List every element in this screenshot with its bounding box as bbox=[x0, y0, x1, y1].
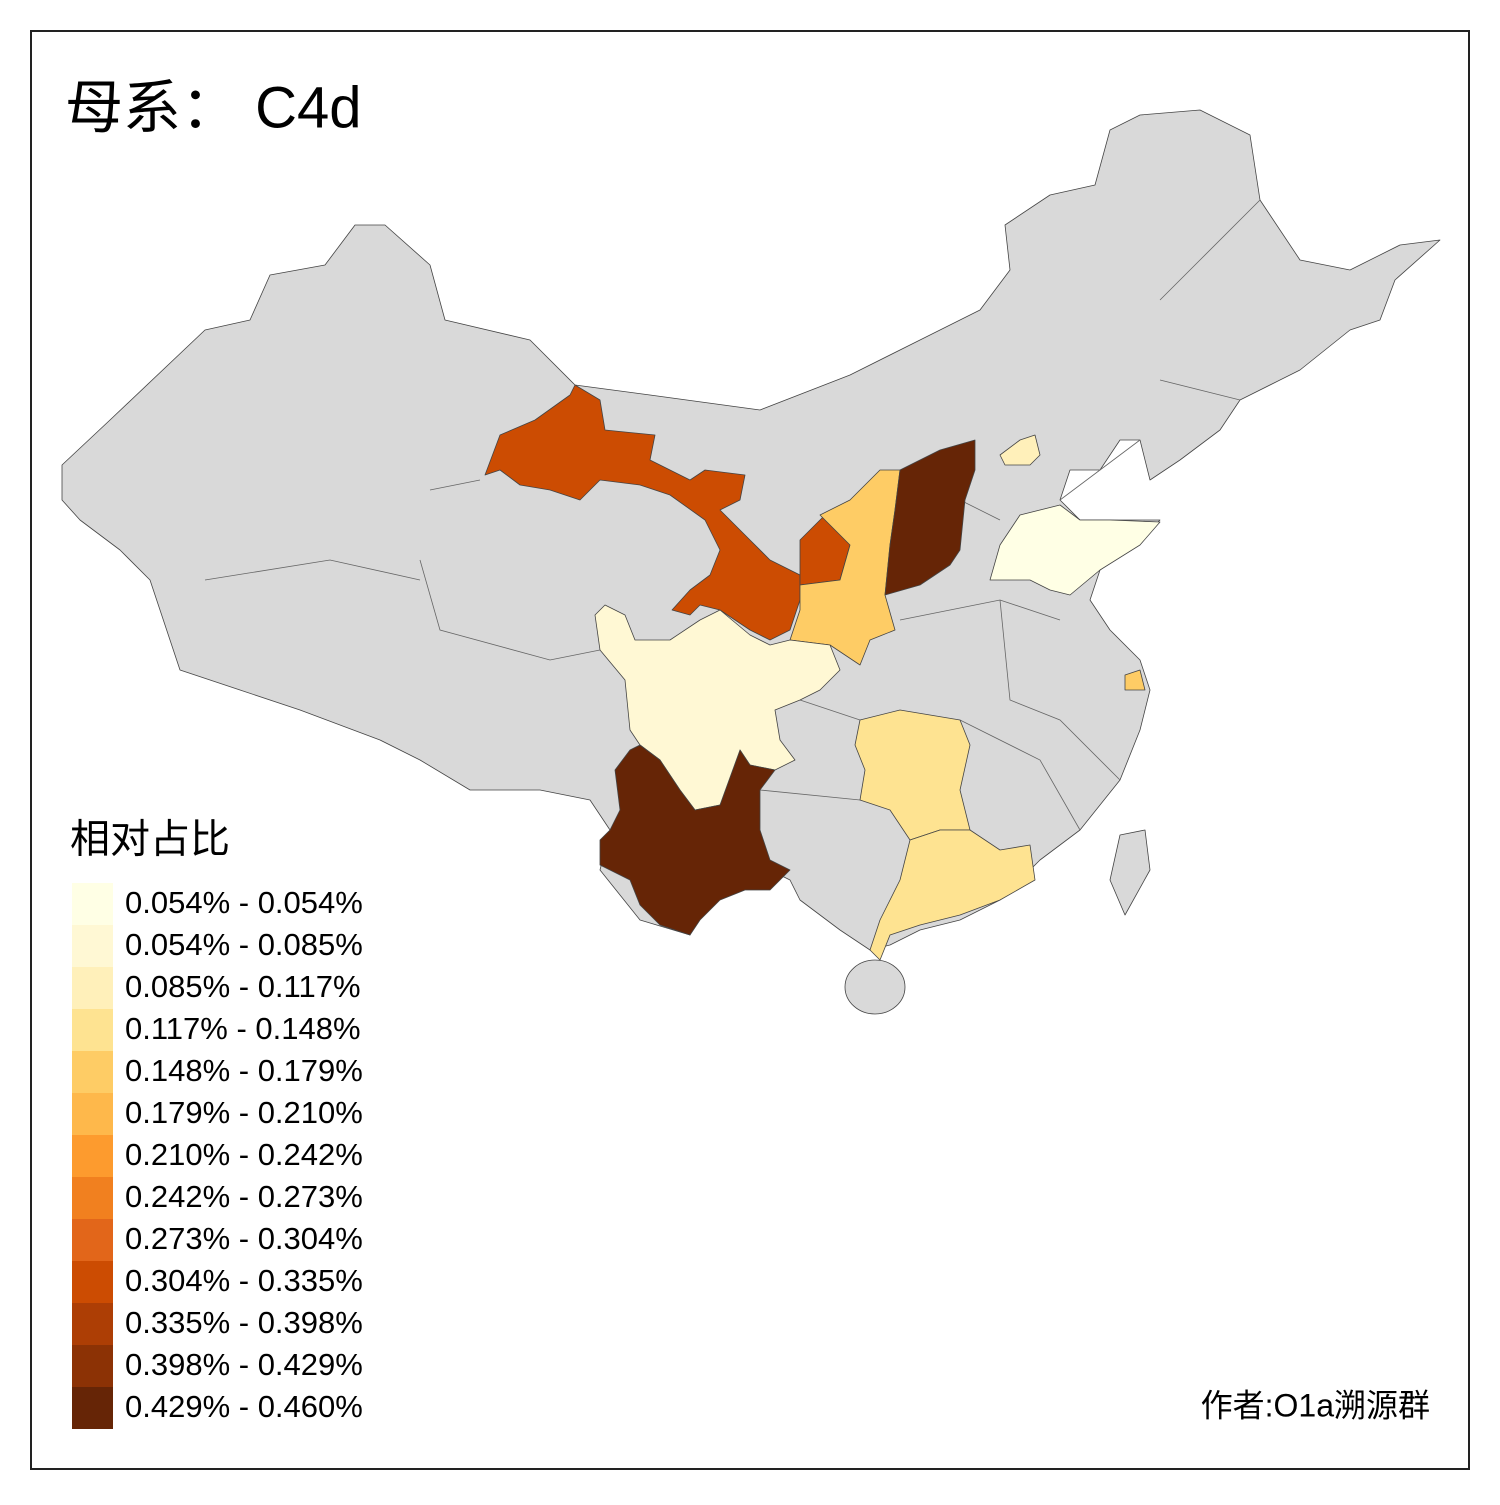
guangdong bbox=[869, 829, 1036, 961]
base-map bbox=[61, 109, 1441, 1015]
beijing bbox=[999, 434, 1041, 466]
frame bbox=[30, 30, 1470, 1470]
hainan bbox=[844, 959, 906, 1015]
legend-label: 0.429% - 0.460% bbox=[125, 1389, 363, 1424]
shanghai bbox=[1124, 669, 1146, 691]
legend-swatch bbox=[72, 1135, 113, 1177]
shaanxi bbox=[789, 469, 901, 666]
legend-swatch bbox=[72, 1261, 113, 1303]
country-outline bbox=[61, 109, 1441, 951]
taiwan bbox=[1109, 829, 1151, 916]
legend-title: 相对占比 bbox=[70, 818, 230, 862]
legend-label: 0.054% - 0.085% bbox=[125, 927, 363, 962]
legend-swatch bbox=[72, 1177, 113, 1219]
shandong bbox=[989, 504, 1161, 596]
legend-swatch bbox=[72, 1387, 113, 1429]
legend-label: 0.273% - 0.304% bbox=[125, 1221, 363, 1256]
legend-swatch bbox=[72, 1093, 113, 1135]
legend-label: 0.179% - 0.210% bbox=[125, 1095, 363, 1130]
legend-swatch bbox=[72, 1303, 113, 1345]
legend-swatch bbox=[72, 925, 113, 967]
legend-swatch bbox=[72, 1219, 113, 1261]
legend: 0.054% - 0.054% 0.054% - 0.085% 0.085% - 0… bbox=[72, 883, 363, 1429]
legend-label: 0.335% - 0.398% bbox=[125, 1305, 363, 1340]
legend-label: 0.398% - 0.429% bbox=[125, 1347, 363, 1382]
legend-label: 0.117% - 0.148% bbox=[125, 1011, 361, 1046]
legend-label: 0.242% - 0.273% bbox=[125, 1179, 363, 1214]
legend-label: 0.085% - 0.117% bbox=[125, 969, 361, 1004]
highlighted-provinces bbox=[484, 384, 1161, 961]
legend-label: 0.148% - 0.179% bbox=[125, 1053, 363, 1088]
legend-label: 0.054% - 0.054% bbox=[125, 885, 363, 920]
legend-swatch bbox=[72, 967, 113, 1009]
legend-label: 0.304% - 0.335% bbox=[125, 1263, 363, 1298]
map-title: 母系： C4d bbox=[65, 75, 362, 140]
legend-swatch bbox=[72, 1051, 113, 1093]
shanxi bbox=[884, 439, 976, 596]
credit: 作者:O1a溯源群 bbox=[1201, 1387, 1430, 1423]
province-borders bbox=[204, 199, 1261, 831]
gansu bbox=[484, 384, 801, 641]
legend-swatch bbox=[72, 883, 113, 925]
yunnan bbox=[599, 744, 791, 936]
legend-label: 0.210% - 0.242% bbox=[125, 1137, 363, 1172]
legend-swatch bbox=[72, 1345, 113, 1387]
legend-swatch bbox=[72, 1009, 113, 1051]
